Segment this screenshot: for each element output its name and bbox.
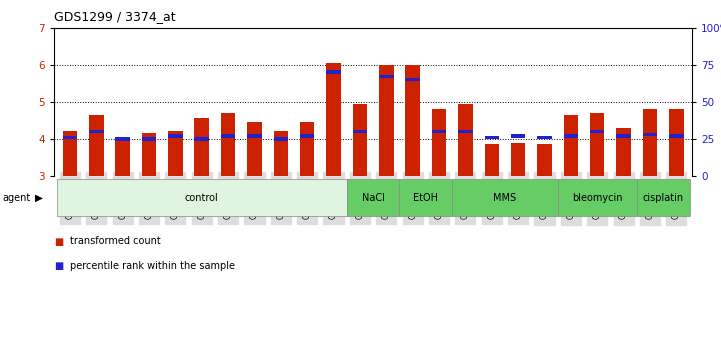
Bar	[642, 109, 658, 176]
Bar	[168, 134, 182, 138]
Bar	[63, 136, 77, 139]
FancyBboxPatch shape	[452, 179, 557, 216]
Text: ■: ■	[54, 261, 63, 270]
Bar	[63, 131, 77, 176]
Text: ▶: ▶	[35, 193, 43, 203]
Text: control: control	[185, 193, 218, 203]
FancyBboxPatch shape	[57, 179, 347, 216]
Bar	[142, 137, 156, 141]
Bar	[379, 65, 394, 176]
Text: MMS: MMS	[493, 193, 516, 203]
Bar	[669, 109, 684, 176]
Bar	[405, 65, 420, 176]
Text: bleomycin: bleomycin	[572, 193, 622, 203]
Bar	[616, 134, 631, 138]
FancyBboxPatch shape	[557, 179, 637, 216]
Bar	[327, 70, 341, 74]
Bar	[564, 115, 578, 176]
Bar	[669, 134, 684, 138]
Bar	[564, 134, 578, 138]
Bar	[195, 118, 209, 176]
Bar	[300, 134, 314, 138]
Bar	[221, 134, 235, 138]
Bar	[300, 122, 314, 176]
Text: percentile rank within the sample: percentile rank within the sample	[70, 261, 235, 270]
Bar	[247, 122, 262, 176]
FancyBboxPatch shape	[637, 179, 689, 216]
Bar	[327, 63, 341, 176]
Bar	[273, 137, 288, 141]
Bar	[142, 133, 156, 176]
Bar	[89, 115, 104, 176]
Bar	[89, 130, 104, 133]
Bar	[511, 142, 526, 176]
Bar	[247, 134, 262, 138]
Bar	[432, 130, 446, 133]
Bar	[590, 113, 604, 176]
Bar	[458, 130, 473, 133]
Bar	[590, 130, 604, 133]
Bar	[379, 75, 394, 78]
Bar	[353, 104, 367, 176]
Bar	[537, 136, 552, 139]
Bar	[273, 131, 288, 176]
Bar	[432, 109, 446, 176]
Text: EtOH: EtOH	[413, 193, 438, 203]
Bar	[642, 132, 658, 136]
FancyBboxPatch shape	[399, 179, 452, 216]
Text: ■: ■	[54, 237, 63, 246]
Bar	[511, 134, 526, 138]
Text: GDS1299 / 3374_at: GDS1299 / 3374_at	[54, 10, 176, 23]
Bar	[195, 137, 209, 141]
Bar	[221, 113, 235, 176]
Bar	[537, 145, 552, 176]
Text: agent: agent	[2, 193, 30, 203]
Bar	[458, 104, 473, 176]
Bar	[353, 130, 367, 133]
Text: transformed count: transformed count	[70, 237, 161, 246]
Bar	[115, 137, 130, 141]
Bar	[616, 128, 631, 176]
Text: cisplatin: cisplatin	[642, 193, 684, 203]
FancyBboxPatch shape	[347, 179, 399, 216]
Bar	[115, 137, 130, 176]
Bar	[168, 131, 182, 176]
Bar	[485, 145, 499, 176]
Bar	[405, 78, 420, 81]
Bar	[485, 136, 499, 139]
Text: NaCl: NaCl	[362, 193, 384, 203]
